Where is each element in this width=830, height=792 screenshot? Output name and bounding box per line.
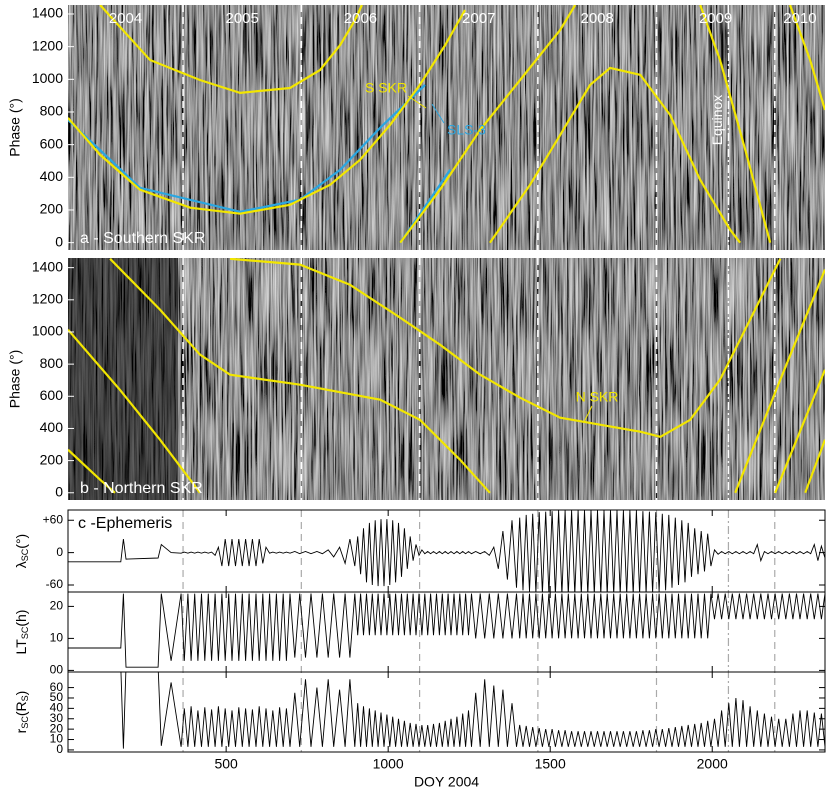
- y-tick-label: 1000: [32, 70, 63, 86]
- y-tick-label: 50: [50, 690, 64, 704]
- year-label: 2010: [783, 10, 816, 27]
- y-tick-label: 200: [40, 451, 64, 467]
- annotation-leader: [431, 103, 445, 124]
- y-tick-label: +60: [43, 512, 64, 526]
- phase-curve: [399, 5, 577, 244]
- y-tick-label: 0: [56, 742, 63, 756]
- y-tick-label: 400: [40, 419, 64, 435]
- phase-curve: [488, 66, 741, 244]
- phase-curve: [68, 328, 201, 494]
- y-axis-label: LTSC(h): [13, 610, 31, 655]
- x-tick-label: 1000: [373, 756, 404, 772]
- annotation-leader: [583, 405, 593, 423]
- x-tick-label: 1500: [535, 756, 566, 772]
- spectrogram: [68, 258, 825, 500]
- x-axis-label: DOY 2004: [414, 774, 479, 790]
- phase-curve: [99, 5, 363, 95]
- year-label: 2008: [580, 10, 613, 27]
- y-tick-label: 20: [50, 599, 64, 613]
- y-axis-label: Phase (°): [7, 350, 23, 409]
- y-tick-label: -60: [46, 577, 64, 591]
- phase-curve: [804, 439, 825, 494]
- y-axis-label-part: S: [20, 695, 30, 701]
- y-tick-label: 1400: [32, 5, 63, 21]
- y-axis-label-part: SC: [20, 626, 30, 639]
- y-tick-label: 600: [40, 135, 64, 151]
- y-axis-label-part: (°): [13, 534, 29, 549]
- phase-curve: [109, 258, 491, 494]
- ephemeris-line: [68, 510, 825, 592]
- phase-curve: [68, 448, 116, 494]
- y-tick-label: 0: [55, 233, 63, 249]
- panel-label: c -Ephemeris: [78, 515, 172, 532]
- y-axis-label-part: r: [13, 728, 29, 733]
- y-tick-label: 200: [40, 201, 64, 217]
- y-tick-label: 400: [40, 168, 64, 184]
- subpanel-frame: [67, 671, 826, 753]
- spectrogram-shade: [68, 258, 178, 500]
- y-axis-label: Phase (°): [7, 98, 23, 157]
- phase-curve: [788, 5, 825, 111]
- year-label: 2009: [699, 10, 732, 27]
- y-tick-label: 40: [50, 701, 64, 715]
- x-tick-label: 2000: [697, 756, 728, 772]
- series-annotation: SLS-3: [447, 122, 486, 138]
- year-label: 2006: [344, 10, 377, 27]
- ephemeris-background: [68, 510, 825, 752]
- phase-curve: [699, 5, 772, 243]
- year-label: 2004: [109, 10, 142, 27]
- panel: [68, 5, 825, 250]
- y-axis-label-part: (R: [13, 701, 29, 716]
- y-tick-label: 00: [50, 663, 64, 677]
- y-tick-label: 800: [40, 103, 64, 119]
- y-axis-label-part: λ: [13, 561, 29, 568]
- equinox-label: Equinox: [709, 95, 725, 146]
- y-axis-label-part: SC: [20, 716, 30, 729]
- year-label: 2005: [225, 10, 258, 27]
- y-tick-label: 600: [40, 387, 64, 403]
- phase-curve: [229, 258, 782, 438]
- series-annotation: S SKR: [365, 80, 407, 96]
- year-label: 2007: [462, 10, 495, 27]
- phase-curve: [774, 369, 825, 494]
- y-tick-label: 1000: [32, 323, 63, 339]
- panel-label: a - Southern SKR: [80, 230, 205, 247]
- phase-curve: [68, 9, 466, 215]
- y-tick-label: 1200: [32, 291, 63, 307]
- annotation-leader: [407, 95, 427, 109]
- y-tick-label: 60: [50, 680, 64, 694]
- series-annotation: N SKR: [576, 389, 619, 405]
- ephemeris-line: [120, 672, 825, 749]
- phase-curve: [734, 269, 825, 494]
- y-axis-label: rSC(RS): [13, 691, 31, 734]
- y-axis-label-part: ): [13, 691, 29, 696]
- x-tick-label: 500: [214, 756, 238, 772]
- y-axis-label-part: SC: [20, 548, 30, 561]
- y-tick-label: 0: [56, 545, 63, 559]
- panel: [68, 258, 825, 500]
- y-axis-label-part: (h): [13, 610, 29, 627]
- ephemeris: [68, 510, 825, 752]
- y-axis-label: λSC(°): [13, 534, 31, 568]
- y-tick-label: 20: [50, 721, 64, 735]
- y-tick-label: 30: [50, 711, 64, 725]
- y-tick-label: 0: [55, 483, 63, 499]
- ephemeris-line: [68, 593, 825, 668]
- y-tick-label: 800: [40, 355, 64, 371]
- y-axis-label-part: LT: [13, 639, 29, 655]
- y-tick-label: 1200: [32, 37, 63, 53]
- y-tick-label: 10: [50, 732, 64, 746]
- y-tick-label: 10: [50, 631, 64, 645]
- y-tick-label: 1400: [32, 258, 63, 274]
- panel-label: b - Northern SKR: [80, 480, 203, 497]
